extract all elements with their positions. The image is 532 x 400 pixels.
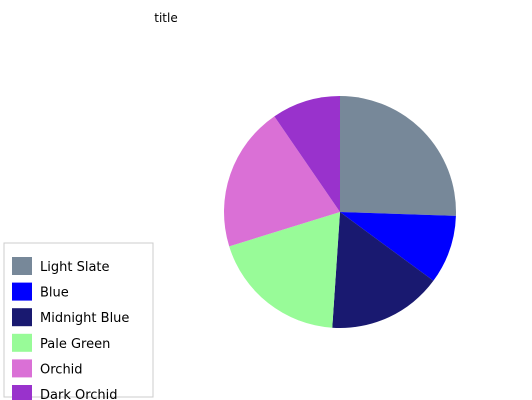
- legend-swatch-midnight-blue: [12, 308, 32, 327]
- legend-label-light-slate: Light Slate: [40, 260, 110, 275]
- chart-title: title: [154, 11, 177, 25]
- pie-slice-orchid: [224, 116, 340, 247]
- pie-slice-blue: [340, 212, 456, 281]
- pie-slice-dark-orchid: [274, 96, 340, 212]
- legend-label-dark-orchid: Dark Orchid: [40, 388, 118, 400]
- legend-label-midnight-blue: Midnight Blue: [40, 311, 129, 326]
- legend-swatch-dark-orchid: [12, 385, 32, 400]
- legend-swatch-light-slate: [12, 257, 32, 275]
- legend-swatch-blue: [12, 282, 32, 301]
- legend-swatch-orchid: [12, 359, 32, 378]
- legend-label-pale-green: Pale Green: [40, 337, 110, 352]
- legend-swatch-pale-green: [12, 333, 32, 352]
- pie-slice-midnight-blue: [332, 212, 434, 328]
- legend-label-blue: Blue: [40, 286, 69, 301]
- pie-slice-light-slate: [340, 96, 456, 216]
- legend: Light Slate Blue Midnight Blue Pale Green Or…: [12, 257, 129, 400]
- legend-label-orchid: Orchid: [40, 362, 83, 377]
- pie-slices: [224, 96, 456, 328]
- pie-slice-pale-green: [229, 212, 340, 328]
